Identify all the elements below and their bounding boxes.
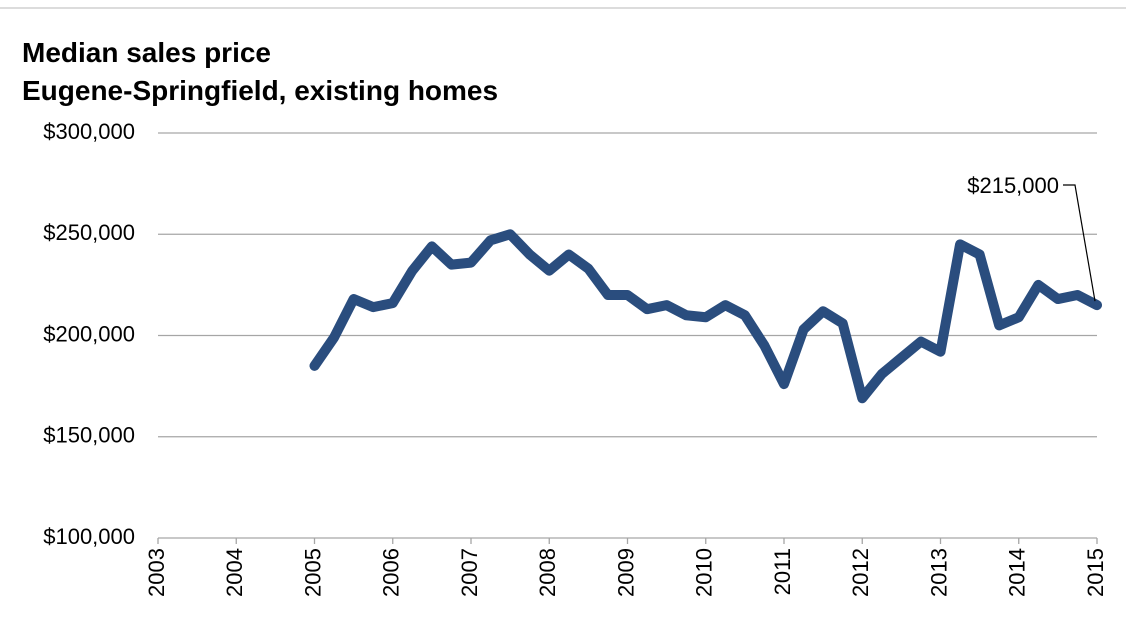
y-tick-label: $250,000: [43, 220, 135, 245]
y-tick-label: $150,000: [43, 423, 135, 448]
x-tick-label: 2012: [848, 548, 873, 597]
chart-title: Median sales price: [22, 37, 271, 68]
x-tick-label: 2003: [144, 548, 169, 597]
x-tick-label: 2006: [379, 548, 404, 597]
y-tick-label: $300,000: [43, 119, 135, 144]
y-tick-label: $200,000: [43, 321, 135, 346]
data-line: [309, 229, 1102, 404]
annotation-leader: [1063, 184, 1096, 302]
x-tick-label: 2008: [535, 548, 560, 597]
y-tick-label: $100,000: [43, 524, 135, 549]
x-tick-label: 2004: [222, 548, 247, 597]
x-tick-label: 2007: [457, 548, 482, 597]
annotation: $215,000: [967, 173, 1059, 198]
x-tick-label: 2015: [1083, 548, 1108, 597]
x-tick-label: 2011: [770, 548, 795, 595]
x-tick-label: 2014: [1005, 548, 1030, 597]
x-tick-label: 2005: [300, 548, 325, 597]
chart-title: Eugene-Springfield, existing homes: [22, 75, 498, 106]
x-tick-label: 2009: [613, 548, 638, 597]
x-tick-label: 2010: [692, 548, 717, 597]
x-tick-label: 2013: [926, 548, 951, 597]
